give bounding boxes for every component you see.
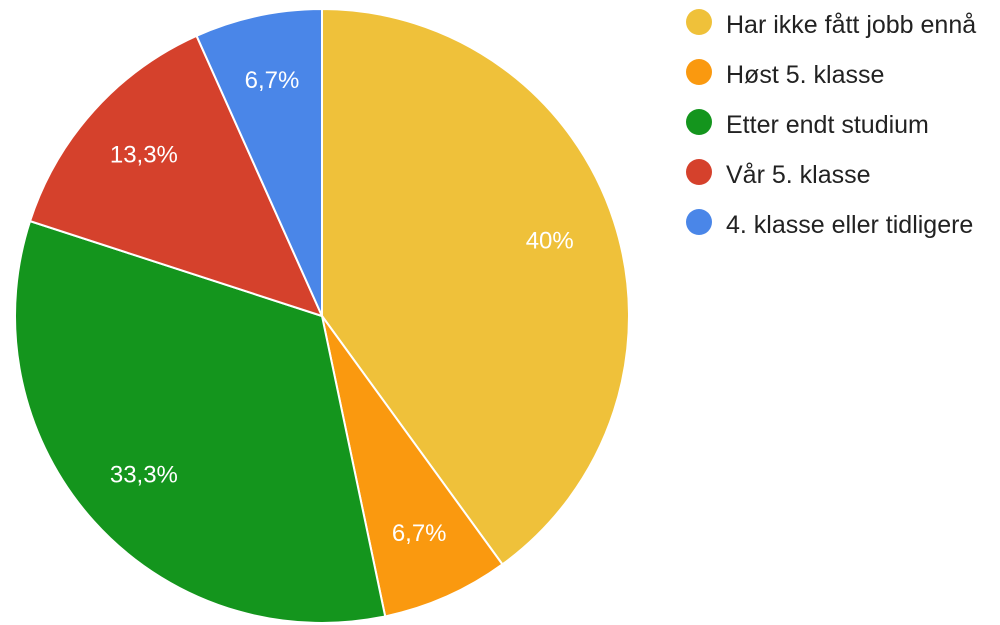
pie-slice [321, 315, 504, 618]
legend-item: Etter endt studium [686, 104, 998, 147]
legend-label: Vår 5. klasse [726, 161, 871, 189]
data-label: 33,3% [110, 461, 178, 488]
legend-swatch [686, 9, 712, 35]
legend-swatch [686, 209, 712, 235]
legend-label: 4. klasse eller tidligere [726, 211, 974, 239]
data-label: 6,7% [392, 520, 447, 547]
pie-slice [28, 34, 324, 318]
legend-item: Vår 5. klasse [686, 154, 998, 197]
pie-slice [14, 219, 387, 624]
legend-item: Høst 5. klasse [686, 54, 998, 97]
pie-slice [195, 7, 323, 317]
data-label: 13,3% [110, 141, 178, 168]
legend-label: Etter endt studium [726, 111, 929, 139]
legend-swatch [686, 109, 712, 135]
legend: Har ikke fått jobb ennå Høst 5. klasse Ett… [686, 4, 998, 254]
data-label: 6,7% [245, 67, 300, 94]
legend-swatch [686, 59, 712, 85]
pie-slice [321, 7, 630, 566]
legend-item: Har ikke fått jobb ennå [686, 4, 998, 47]
legend-swatch [686, 159, 712, 185]
legend-label: Har ikke fått jobb ennå [726, 11, 977, 39]
legend-label: Høst 5. klasse [726, 61, 885, 89]
legend-item: 4. klasse eller tidligere [686, 204, 998, 247]
data-label: 40% [526, 227, 574, 254]
